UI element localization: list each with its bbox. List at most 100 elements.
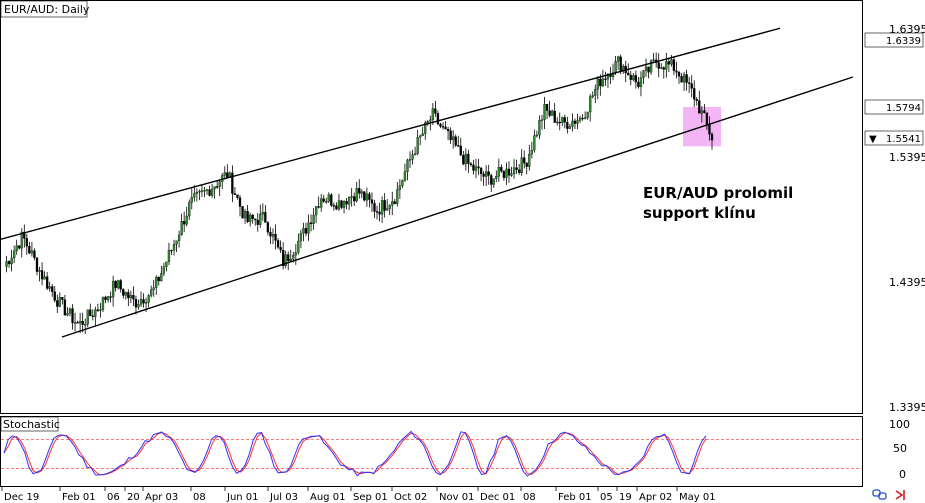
candle-body [246,210,249,222]
candle-body [573,120,577,124]
price-box-15541 [864,130,924,146]
candle-body [485,171,488,177]
stoch-title-box [0,416,59,432]
candle-body [13,250,16,259]
candle-body [495,176,498,179]
candle-body [578,117,582,121]
candle-body [619,56,622,71]
candle-body [548,110,551,116]
candle-body [284,254,287,267]
candle-body [210,188,214,196]
candle-body [231,172,234,194]
title-box [0,0,88,18]
candle-body [139,299,143,305]
candle-body [335,205,338,210]
candle-body [634,75,638,83]
candle-body [129,295,133,299]
stoch-panel-frame [0,416,863,487]
candle-body [73,322,77,324]
candle-body [360,191,363,194]
x-tick-label: Dec 01 [480,492,515,503]
y-label-14395: 1.4395 [889,276,925,289]
candle-body [583,117,587,119]
candle-body [601,78,605,87]
chart-title: EUR/AUD: Daily [4,3,90,16]
candle-body [314,206,318,216]
candle-body [142,299,145,304]
candle-body [5,261,8,267]
candle-body [520,157,523,174]
candle-body [419,135,422,138]
candle-body [25,238,28,247]
candle-body [492,178,495,185]
x-tick-label: 05 [600,492,613,503]
candle-body [380,200,384,215]
candle-body [556,121,559,124]
candle-body [157,277,160,282]
candle-body [512,167,516,174]
candle-body [190,197,193,203]
candle-body [693,88,696,100]
candle-body [337,200,341,210]
candle-body [256,219,259,225]
candle-body [264,211,267,223]
candle-body [7,261,11,265]
candle-body [162,266,166,274]
candle-body [53,291,56,301]
candle-body [35,257,39,272]
candle-body [195,192,199,194]
candle-body [660,67,663,69]
candle-body [665,61,668,70]
arrow-icon[interactable] [895,490,905,500]
candle-body [213,186,216,190]
candle-body [332,205,336,207]
candle-body [223,172,226,176]
stoch-level-100: 100 [889,418,910,431]
x-tick-label: Feb 01 [558,492,592,503]
y-label-15794: 1.5794 [886,103,921,114]
candle-body [287,254,290,262]
candle-body [436,113,440,125]
candle-body [434,108,437,114]
candle-body [543,104,546,120]
x-tick-label: 19 [619,492,632,503]
candle-body [353,196,356,202]
candle-body [429,119,432,122]
candle-body [606,73,610,80]
x-tick-label: Dec 19 [4,492,39,503]
x-tick-label: 08 [523,492,536,503]
candle-body [147,295,150,303]
candle-body [30,250,34,254]
candle-body [690,83,693,89]
candle-body [109,296,112,298]
x-tick-label: Apr 02 [639,492,672,503]
candle-body [76,322,79,324]
candle-body [185,215,188,225]
candle-body [340,200,343,208]
candle-body [86,309,89,325]
candle-body [667,61,671,65]
candle-body [449,130,452,141]
candle-body [304,228,308,234]
candle-body [152,287,155,290]
candle-body [446,129,450,131]
candle-body [84,324,87,326]
candle-body [523,157,526,164]
candle-body [198,191,201,193]
candle-body [66,313,69,316]
candle-body [297,240,300,253]
x-tick-label: Jul 03 [269,492,298,503]
candle-body [347,196,351,205]
candle-body [40,270,44,280]
candle-body [294,252,297,256]
candle-body [632,75,635,80]
link-icon[interactable] [872,489,887,500]
candle-body [18,245,21,249]
candle-body [698,100,701,114]
candle-body [629,74,632,80]
stoch-main-line [3,430,707,477]
candle-body [233,193,237,195]
candle-body [604,78,607,81]
candle-body [616,56,620,62]
candle-body [528,153,531,167]
